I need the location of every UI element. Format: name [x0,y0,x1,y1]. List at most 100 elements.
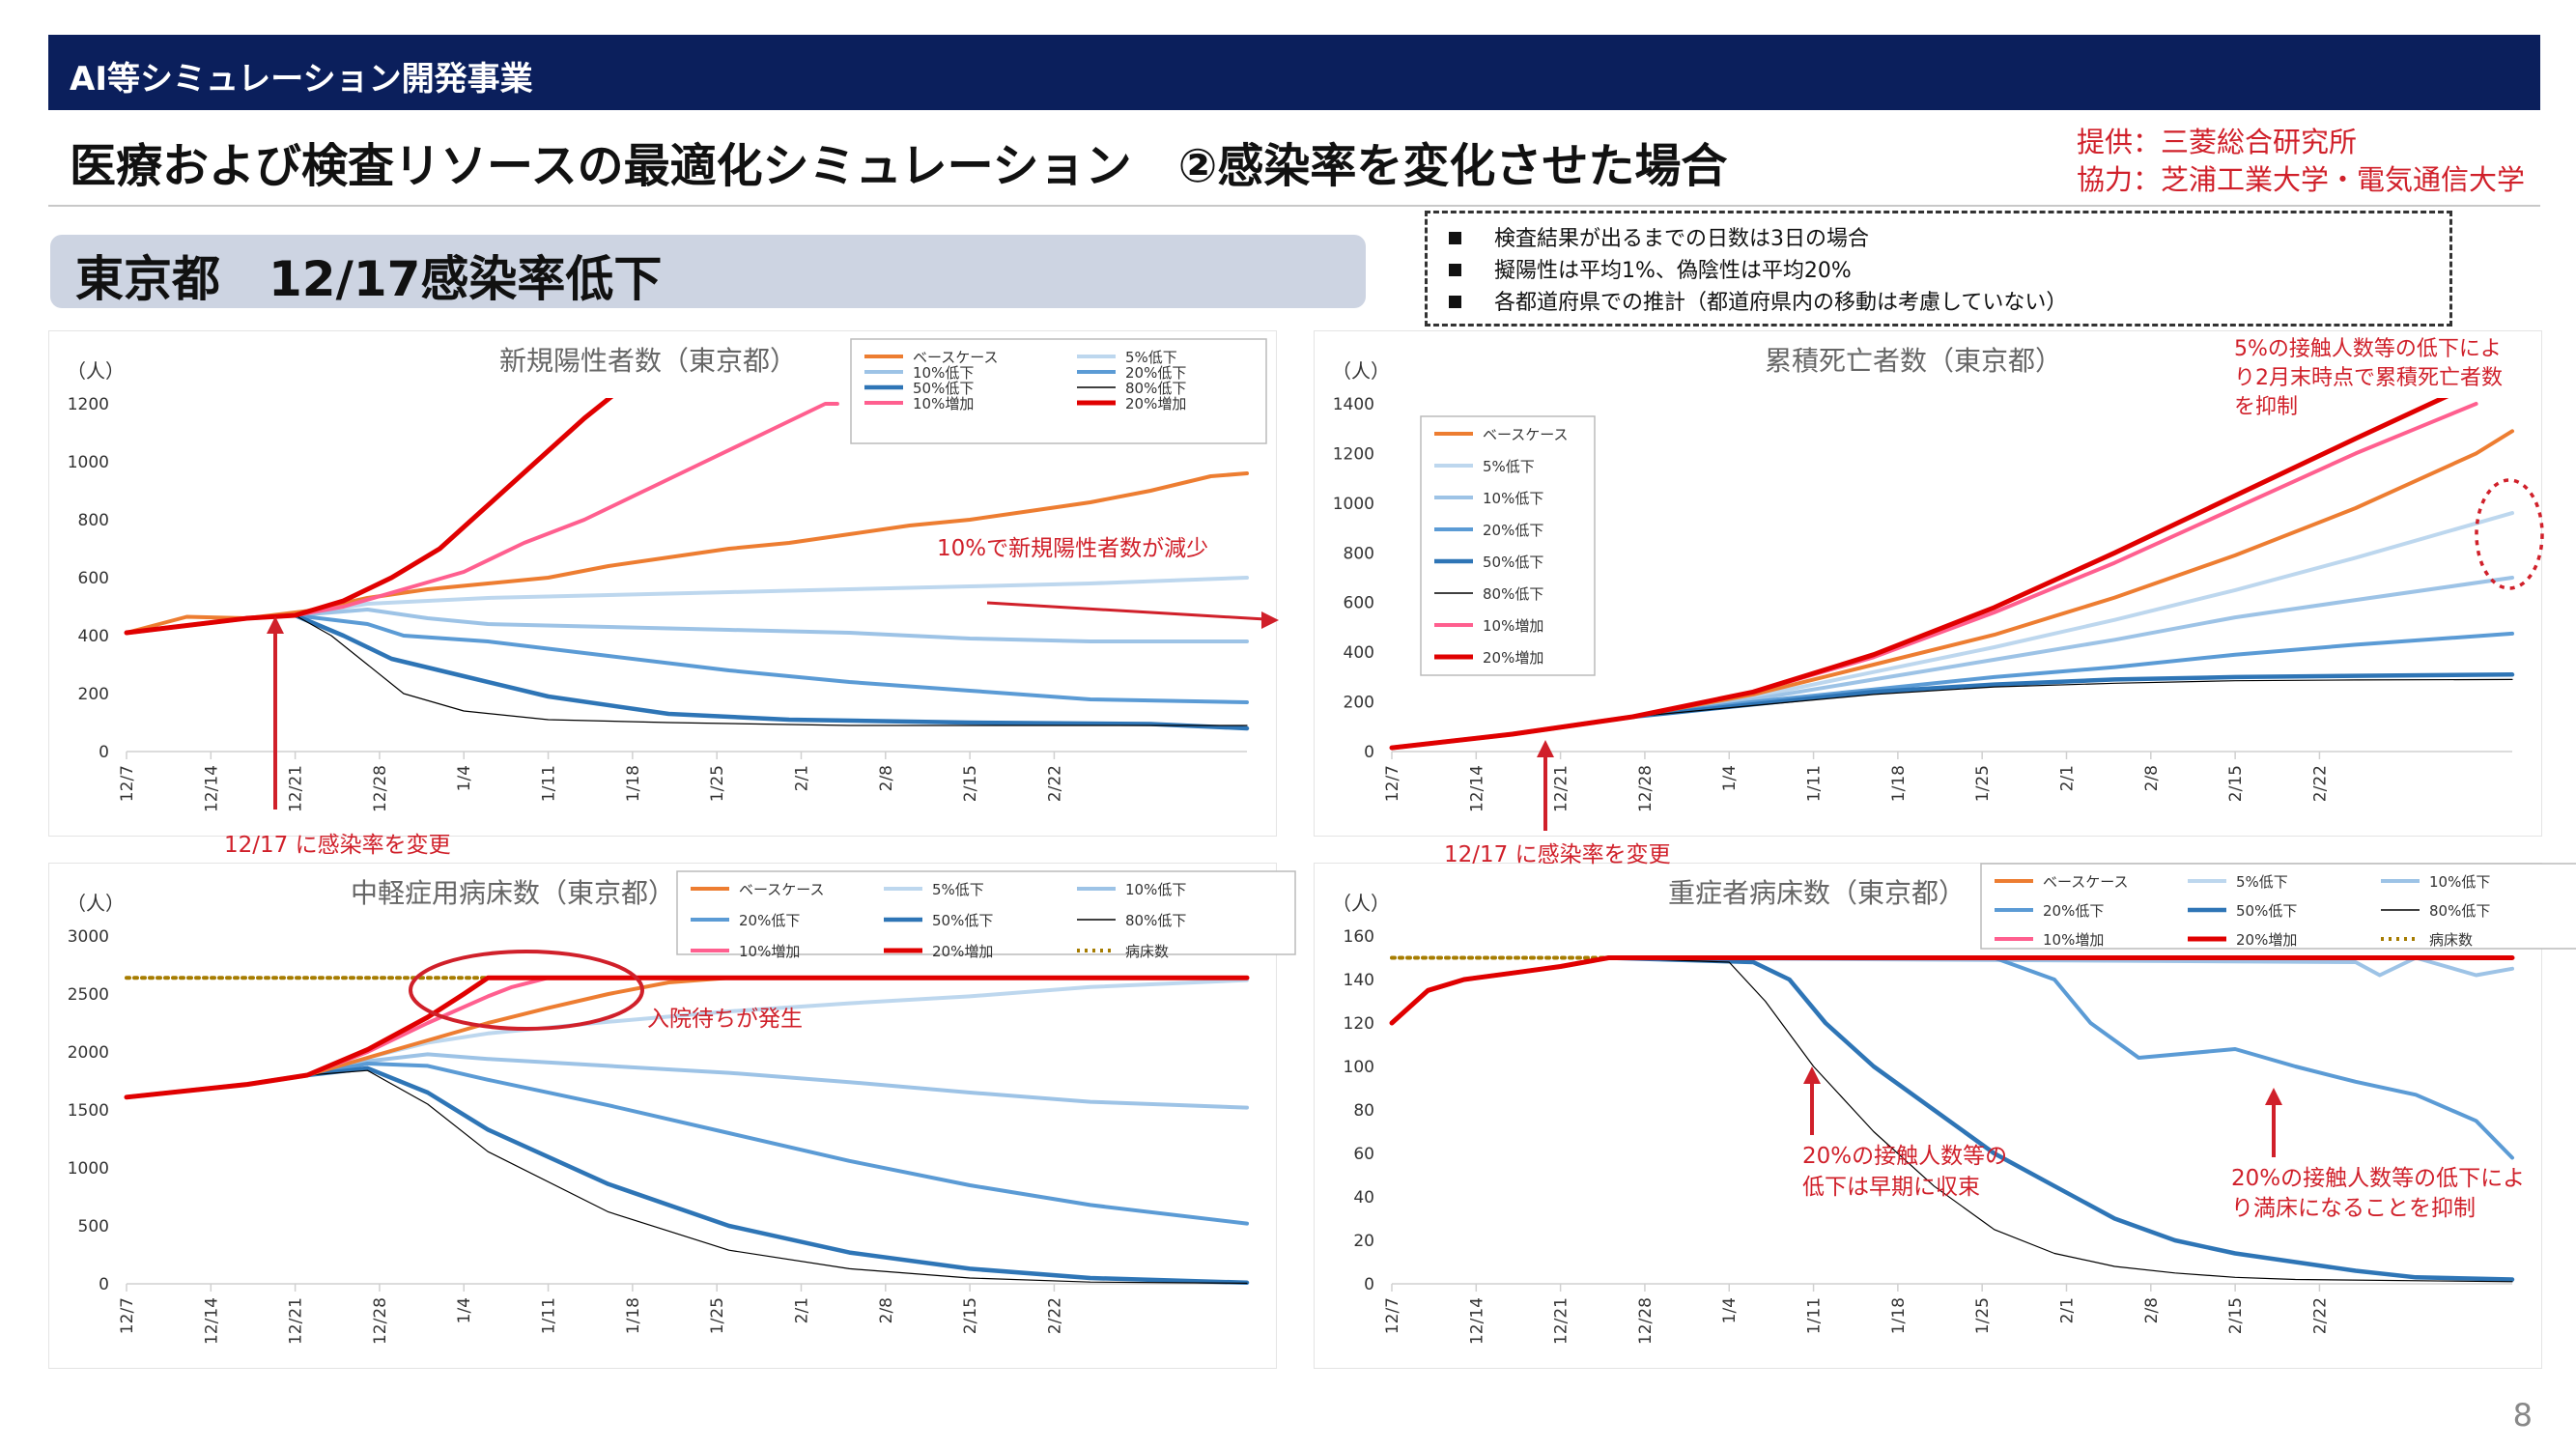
x-tick-label: 2/22 [1045,1297,1064,1334]
legend-label-d10: 10%低下 [1483,490,1543,507]
x-tick-label: 12/28 [1636,1297,1656,1345]
note-item: 各都道府県での推計（都道府県内の移動は考慮していない） [1449,285,2067,316]
series-line-d80 [126,614,1248,726]
y-tick-label: 800 [1344,544,1374,563]
chart-panel-mild-beds: 中軽症用病床数（東京都） （人） 0 500 1000 1500 2000 2500 3000 1… [48,863,1296,1369]
credits: 提供：三菱総合研究所 協力：芝浦工業大学・電気通信大学 [2077,124,2525,199]
x-tick-label: 12/7 [118,765,137,802]
legend-label-base: ベースケース [1483,426,1569,443]
chart-panel-severe-beds: 重症者病床数（東京都） （人） 0 20 40 60 80 100 120 140 160 12/7 1… [1314,863,2576,1369]
section-heading-text: 東京都 12/17感染率低下 [75,251,663,307]
y-tick-label: 20 [1353,1232,1374,1251]
series-line-base [125,471,1249,635]
legend-label-d20: 20%低下 [1483,522,1543,539]
x-tick-label: 2/15 [961,765,980,802]
notes-box: 検査結果が出るまでの日数は3日の場合 擬陽性は平均1%、偽陰性は平均20% 各都… [1425,211,2452,327]
legend-label-d80: 80%低下 [1125,380,1186,397]
series-line-d20 [1390,955,2514,1160]
series-line-d80 [1391,956,2513,1283]
x-tick-label: 1/4 [1720,765,1740,791]
series-group [1389,398,2515,751]
legend-label-d10: 10%低下 [1125,881,1186,898]
y-tick-label: 1400 [1333,395,1374,414]
x-tick-label: 12/21 [1552,1297,1571,1345]
bullet-square-icon [1449,264,1461,276]
bullet-square-icon [1449,232,1461,244]
legend-label-beds: 病床数 [1125,943,1169,960]
legend-label-u10: 10%増加 [739,943,800,960]
legend-label-base: ベースケース [913,349,999,366]
x-tick-label: 1/18 [624,765,643,802]
y-tick-label: 1200 [1333,444,1374,464]
x-tick-label: 12/7 [1383,1297,1402,1334]
x-tick-label: 12/28 [1636,765,1656,812]
y-tick-label: 40 [1353,1188,1374,1208]
y-tick-label: 600 [1344,594,1374,613]
chart-title: 重症者病床数（東京都） [1668,877,1966,909]
y-tick-label: 100 [1344,1058,1374,1077]
x-tick-label: 12/21 [287,1297,306,1345]
legend-box [1420,415,1596,676]
legend-label-u10: 10%増加 [913,395,974,412]
note-text: 検査結果が出るまでの日数は3日の場合 [1494,227,1869,251]
legend-label-d50: 50%低下 [1483,554,1543,571]
x-tick-label: 12/7 [1383,765,1402,802]
legend-label-u20: 20%増加 [1483,649,1543,667]
legend-label-d5: 5%低下 [932,881,984,898]
x-tick-label: 12/21 [287,765,306,812]
legend-label-d50: 50%低下 [932,912,993,929]
bullet-square-icon [1449,296,1461,308]
y-tick-label: 1000 [68,453,109,472]
legend-label-d5: 5%低下 [1483,458,1535,475]
note-item: 検査結果が出るまでの日数は3日の場合 [1449,221,1869,252]
series-line-d10 [125,1052,1249,1110]
series-line-u20 [124,975,1250,1100]
x-tick-label: 1/25 [708,765,727,802]
legend-label-u10: 10%増加 [2043,931,2104,949]
note-text: 擬陽性は平均1%、偽陰性は平均20% [1494,259,1852,283]
x-tick-label: 12/14 [1467,765,1486,812]
top-banner: AI等シミュレーション開発事業 [48,35,2540,110]
legend-label-d5: 5%低下 [1125,349,1177,366]
banner-text: AI等シミュレーション開発事業 [70,60,533,99]
series-line-d20 [125,1062,1249,1226]
y-tick-label: 140 [1344,971,1374,990]
x-tick-label: 12/21 [1552,765,1571,812]
y-tick-label: 600 [78,569,109,588]
chart-panel-cumulative-deaths: 累積死亡者数（東京都） （人） 0 200 400 600 800 1000 1200 1400 1… [1314,330,2542,837]
series-line-d50 [124,612,1250,731]
x-tick-label: 1/4 [455,1297,474,1323]
y-tick-label: 0 [99,743,109,762]
x-tick-label: 2/8 [877,1297,896,1323]
x-tick-label: 1/25 [1973,1297,1993,1334]
legend-label-d50: 50%低下 [913,380,974,397]
x-tick-label: 2/22 [1045,765,1064,802]
page-title: 医療および検査リソースの最適化シミュレーション ②感染率を変化させた場合 [70,139,1728,193]
x-tick-label: 1/11 [540,765,559,802]
x-tick-label: 1/4 [1720,1297,1740,1323]
y-axis-unit-label: （人） [67,892,125,915]
y-tick-label: 200 [1344,694,1374,713]
x-tick-label: 2/22 [2310,1297,2330,1334]
x-tick-label: 1/11 [1805,765,1825,802]
legend-label-base: ベースケース [739,881,825,898]
y-tick-label: 60 [1353,1145,1374,1164]
series-group [124,975,1250,1286]
series-line-d50 [1389,672,2515,751]
x-tick-label: 2/22 [2310,765,2330,802]
legend-label-d20: 20%低下 [739,912,800,929]
y-tick-label: 80 [1353,1101,1374,1121]
x-tick-label: 1/25 [708,1297,727,1334]
x-tick-label: 12/14 [1467,1297,1486,1345]
legend-label-u20: 20%増加 [932,943,993,960]
page-number: 8 [2512,1397,2533,1434]
y-tick-label: 1000 [68,1159,109,1179]
section-heading: 東京都 12/17感染率低下 [50,235,1366,308]
legend-label-d20: 20%低下 [2043,902,2104,920]
legend-label-d80: 80%低下 [2429,902,2490,920]
chart-title: 中軽症用病床数（東京都） [351,877,675,909]
y-tick-label: 120 [1344,1014,1374,1034]
x-tick-label: 12/14 [202,1297,221,1345]
y-tick-label: 160 [1344,927,1374,947]
x-tick-label: 2/1 [2057,765,2077,791]
